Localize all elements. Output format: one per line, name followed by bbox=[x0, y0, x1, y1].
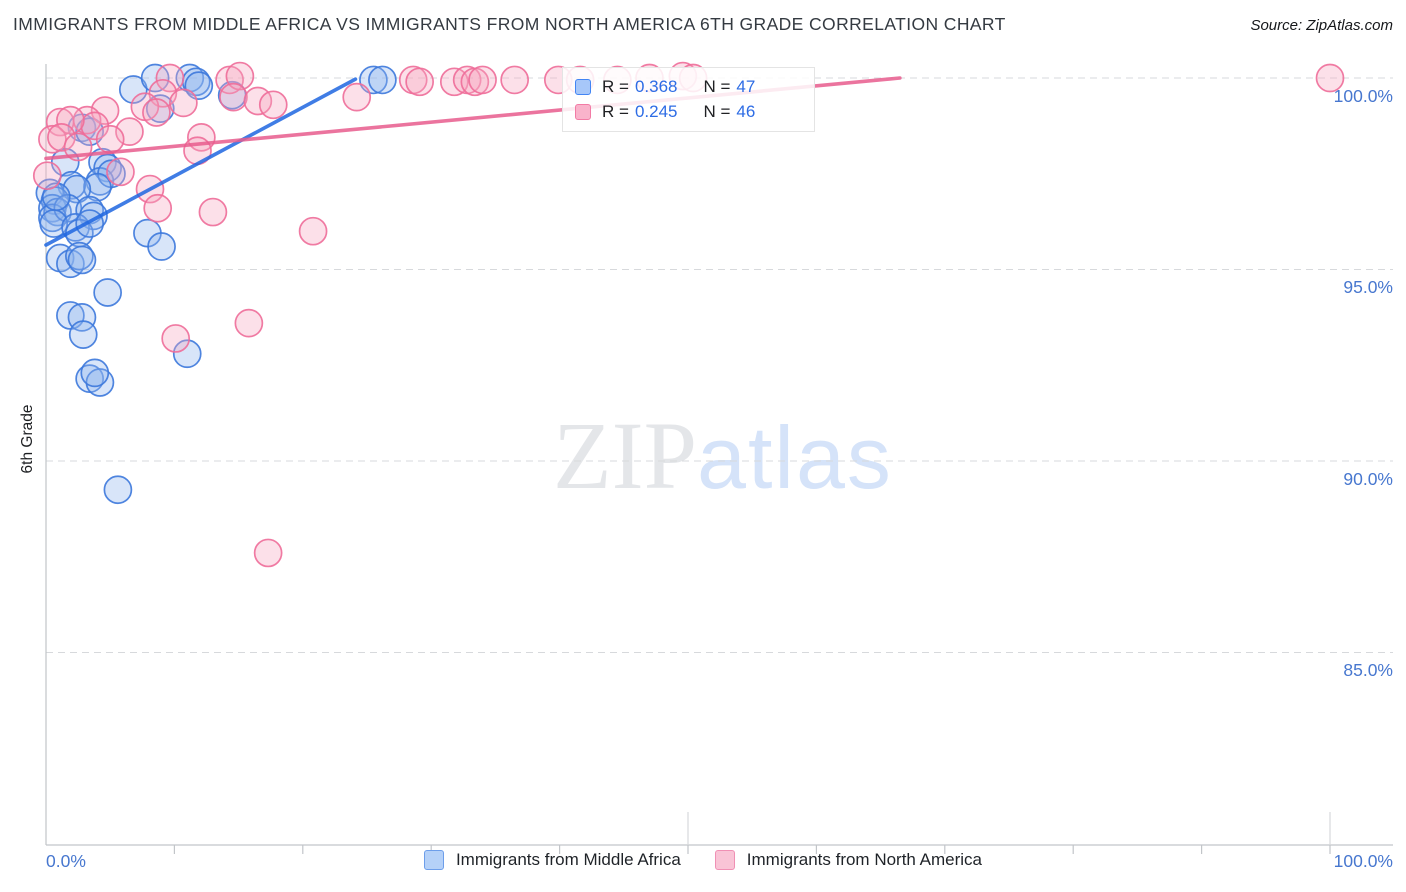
scatter-point-pink[interactable] bbox=[38, 124, 67, 154]
n-label: N = bbox=[703, 102, 731, 121]
y-tick-95: 95.0% bbox=[1343, 277, 1393, 297]
legend-item-north-america[interactable]: Immigrants from North America bbox=[714, 850, 983, 870]
scatter-point-blue[interactable] bbox=[38, 193, 67, 223]
scatter-point-blue[interactable] bbox=[39, 209, 69, 238]
scatter-point-blue[interactable] bbox=[172, 339, 202, 369]
y-tick-90: 90.0% bbox=[1343, 469, 1393, 489]
page-title: IMMIGRANTS FROM MIDDLE AFRICA VS IMMIGRA… bbox=[13, 14, 1006, 34]
scatter-point-blue[interactable] bbox=[368, 65, 397, 95]
n-value: 47 bbox=[736, 77, 756, 96]
n-value: 46 bbox=[736, 102, 756, 121]
scatter-point-blue[interactable] bbox=[56, 249, 85, 279]
scatter-point-pink[interactable] bbox=[298, 216, 328, 246]
scatter-point-pink[interactable] bbox=[47, 123, 76, 152]
scatter-point-pink[interactable] bbox=[95, 124, 125, 154]
legend-row-north-america: R = 0.245 N = 46 bbox=[575, 102, 802, 122]
r-value: 0.245 bbox=[634, 102, 678, 121]
scatter-point-pink[interactable] bbox=[142, 98, 171, 127]
scatter-point-pink[interactable] bbox=[234, 308, 264, 338]
blue-series-swatch bbox=[423, 850, 444, 870]
r-label: R = bbox=[602, 102, 629, 121]
n-label: N = bbox=[703, 77, 731, 96]
trendline-blue bbox=[44, 77, 358, 247]
x-tick-0: 0.0% bbox=[46, 851, 86, 871]
scatter-point-pink[interactable] bbox=[405, 67, 434, 97]
source-credit: Source: ZipAtlas.com bbox=[1250, 17, 1393, 34]
scatter-point-blue[interactable] bbox=[359, 65, 388, 95]
scatter-point-pink[interactable] bbox=[90, 96, 120, 125]
scatter-point-pink[interactable] bbox=[1315, 63, 1345, 93]
scatter-point-pink[interactable] bbox=[106, 157, 135, 187]
y-tick-85: 85.0% bbox=[1343, 660, 1393, 680]
bottom-legend: Immigrants from Middle Africa Immigrants… bbox=[0, 850, 1406, 870]
scatter-point-pink[interactable] bbox=[342, 82, 372, 112]
scatter-point-pink[interactable] bbox=[143, 193, 173, 223]
pink-series-swatch bbox=[575, 104, 591, 120]
y-axis-label: 6th Grade bbox=[19, 404, 36, 474]
scatter-point-pink[interactable] bbox=[115, 117, 144, 146]
r-label: R = bbox=[602, 77, 629, 96]
scatter-point-blue[interactable] bbox=[83, 172, 112, 202]
scatter-point-pink[interactable] bbox=[198, 197, 228, 227]
scatter-point-blue[interactable] bbox=[147, 232, 176, 261]
legend-row-middle-africa: R = 0.368 N = 47 bbox=[575, 77, 802, 97]
y-tick-100: 100.0% bbox=[1333, 86, 1393, 106]
scatter-point-pink[interactable] bbox=[219, 82, 248, 112]
legend-item-label: Immigrants from Middle Africa bbox=[455, 850, 681, 869]
legend-item-middle-africa[interactable]: Immigrants from Middle Africa bbox=[423, 850, 681, 870]
scatter-point-blue[interactable] bbox=[80, 358, 110, 388]
x-tick-100: 100.0% bbox=[1333, 851, 1393, 871]
scatter-point-pink[interactable] bbox=[56, 105, 85, 135]
scatter-point-blue[interactable] bbox=[93, 278, 122, 307]
r-value: 0.368 bbox=[634, 77, 678, 96]
scatter-point-blue[interactable] bbox=[140, 63, 170, 93]
scatter-point-blue[interactable] bbox=[67, 245, 97, 275]
correlation-legend-box: R = 0.368 N = 47 R = 0.245 N = 46 bbox=[562, 67, 815, 132]
scatter-point-pink[interactable] bbox=[258, 90, 288, 120]
scatter-point-pink[interactable] bbox=[500, 65, 530, 95]
scatter-point-pink[interactable] bbox=[32, 161, 62, 191]
scatter-point-pink[interactable] bbox=[161, 324, 191, 353]
scatter-point-pink[interactable] bbox=[45, 107, 75, 137]
scatter-point-pink[interactable] bbox=[253, 538, 283, 568]
blue-series-swatch bbox=[575, 79, 591, 95]
scatter-point-blue[interactable] bbox=[68, 320, 98, 349]
scatter-point-pink[interactable] bbox=[169, 88, 198, 118]
scatter-point-pink[interactable] bbox=[468, 65, 497, 95]
legend-item-label: Immigrants from North America bbox=[746, 850, 983, 869]
scatter-point-blue[interactable] bbox=[103, 475, 133, 505]
scatter-point-pink[interactable] bbox=[155, 63, 185, 93]
pink-series-swatch bbox=[714, 850, 735, 870]
